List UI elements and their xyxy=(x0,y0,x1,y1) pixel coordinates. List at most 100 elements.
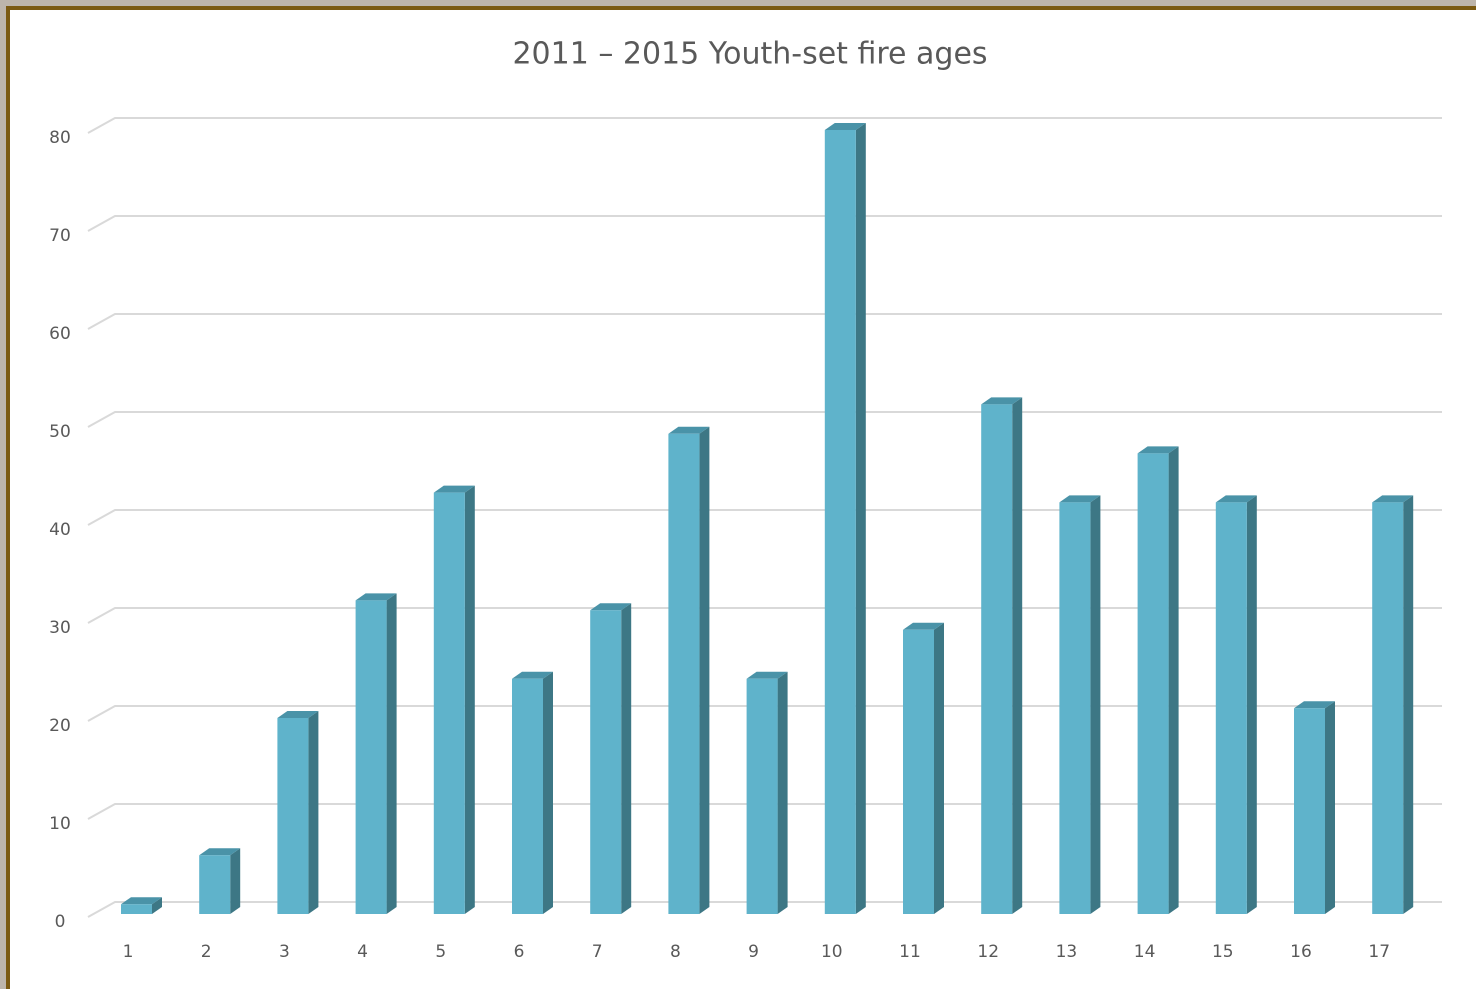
bar-front xyxy=(1294,708,1325,914)
bar xyxy=(355,593,397,914)
bar-top xyxy=(1059,495,1101,503)
bar-top xyxy=(199,848,241,856)
bar xyxy=(824,123,866,914)
bar-top xyxy=(981,397,1023,405)
y-tick-label: 60 xyxy=(49,324,71,344)
bar-side xyxy=(1403,495,1414,914)
bar-side xyxy=(1168,446,1179,914)
bar-front xyxy=(590,610,622,914)
bar-front xyxy=(903,629,934,914)
bar-side xyxy=(1090,495,1101,914)
y-tick-label: 50 xyxy=(49,422,71,442)
bar-front xyxy=(668,433,700,914)
x-tick-label: 14 xyxy=(1134,942,1156,962)
bar-front xyxy=(355,600,387,914)
bar-front xyxy=(277,718,309,914)
bar-front xyxy=(433,492,465,914)
bar-front xyxy=(512,678,543,914)
y-tick-label: 70 xyxy=(49,226,71,246)
y-tick-label: 80 xyxy=(49,128,71,148)
bar xyxy=(590,603,632,914)
x-tick-label: 15 xyxy=(1212,942,1234,962)
x-tick-label: 17 xyxy=(1368,942,1390,962)
bar-front xyxy=(1372,502,1404,914)
bar-side xyxy=(386,593,397,914)
bar xyxy=(1215,495,1257,914)
y-tick-label: 30 xyxy=(49,618,71,638)
bar-front xyxy=(981,404,1013,914)
bar xyxy=(199,848,241,914)
x-tick-label: 10 xyxy=(821,942,843,962)
bar-side xyxy=(934,622,944,914)
bar-top xyxy=(1372,495,1414,503)
bar-top xyxy=(121,897,162,905)
bar-side xyxy=(621,603,632,914)
bar-side xyxy=(543,671,553,914)
y-tick-label: 10 xyxy=(49,814,71,834)
bar-front xyxy=(1137,453,1169,914)
bar xyxy=(512,671,553,914)
x-tick-label: 12 xyxy=(977,942,999,962)
bar xyxy=(1059,495,1101,914)
bar xyxy=(903,622,944,914)
bar-front xyxy=(824,130,856,914)
y-tick-label: 40 xyxy=(49,520,71,540)
bar xyxy=(1137,446,1179,914)
bar-top xyxy=(746,671,788,679)
bar-top xyxy=(355,593,397,601)
x-tick-label: 11 xyxy=(899,942,921,962)
bar xyxy=(277,711,319,914)
x-tick-label: 9 xyxy=(748,942,759,962)
x-tick-label: 4 xyxy=(357,942,368,962)
x-tick-label: 2 xyxy=(201,942,212,962)
bar-side xyxy=(777,671,788,914)
bar-side xyxy=(699,426,710,914)
bar-top xyxy=(277,711,319,718)
x-tick-label: 6 xyxy=(514,942,525,962)
bar-side xyxy=(1325,701,1335,914)
bar xyxy=(1372,495,1414,914)
bar-top xyxy=(433,485,475,493)
x-tick-label: 16 xyxy=(1290,942,1312,962)
bar-side xyxy=(230,848,241,914)
y-tick-label: 0 xyxy=(55,912,66,932)
bar-side xyxy=(1012,397,1023,914)
bar-top xyxy=(824,123,866,130)
bar-front xyxy=(1059,502,1091,914)
bar xyxy=(1294,701,1335,914)
bar-side xyxy=(464,485,475,914)
bar-top xyxy=(512,671,553,679)
x-tick-label: 13 xyxy=(1056,942,1078,962)
bar-front xyxy=(746,678,778,914)
bar-top xyxy=(590,603,632,611)
x-tick-label: 3 xyxy=(279,942,290,962)
grid-line xyxy=(87,215,1442,232)
grid-line xyxy=(87,411,1442,428)
grid-line xyxy=(87,313,1442,330)
bar-top xyxy=(668,426,710,434)
bar-top xyxy=(903,622,944,630)
x-tick-label: 5 xyxy=(435,942,446,962)
bar-top xyxy=(1294,701,1335,709)
y-tick-label: 20 xyxy=(49,716,71,736)
bar-side xyxy=(1246,495,1257,914)
bar xyxy=(981,397,1023,914)
bar-side xyxy=(308,711,319,914)
bar-front xyxy=(121,904,152,914)
x-tick-label: 7 xyxy=(592,942,603,962)
bar xyxy=(746,671,788,914)
bar xyxy=(121,897,162,914)
chart-title: 2011 – 2015 Youth-set fire ages xyxy=(512,37,987,72)
bar-top xyxy=(1215,495,1257,503)
bar xyxy=(433,485,475,914)
bar-top xyxy=(1137,446,1179,454)
bar-front xyxy=(199,855,231,914)
bar-side xyxy=(152,897,162,914)
bar-front xyxy=(1215,502,1247,914)
bar-side xyxy=(855,123,866,914)
x-tick-label: 1 xyxy=(123,942,134,962)
bar xyxy=(668,426,710,914)
x-tick-label: 8 xyxy=(670,942,681,962)
grid-line xyxy=(87,117,1442,134)
